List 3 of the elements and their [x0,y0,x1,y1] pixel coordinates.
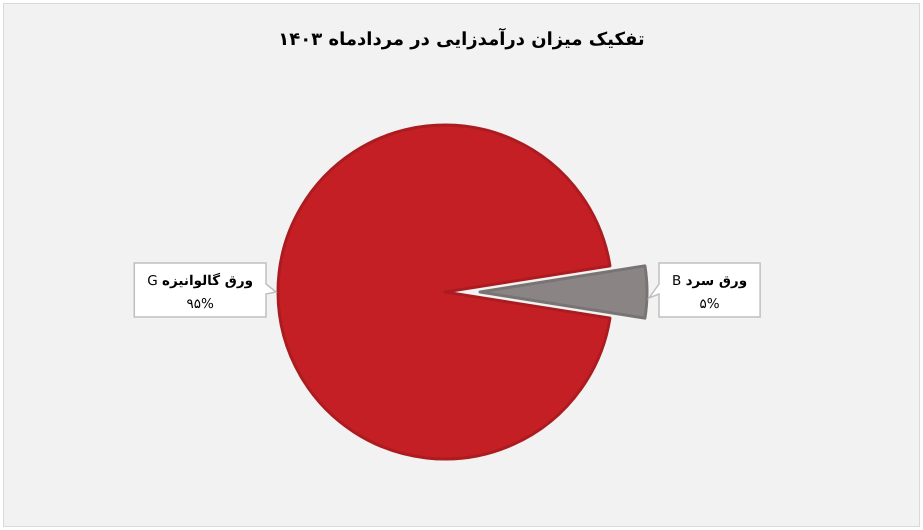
data-label: ۵% [700,296,720,312]
data-label: ۹۵% [186,296,214,312]
chart-title: تفکیک میزان درآمدزایی در مردادماه ۱۴۰۳ [278,27,645,50]
